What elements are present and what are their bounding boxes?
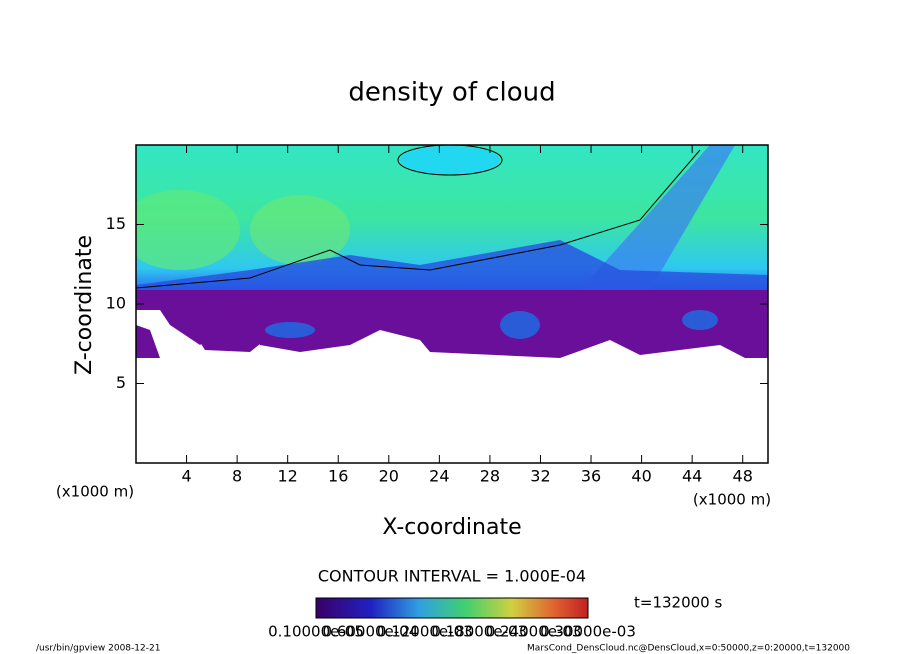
x-tick-label: 32 bbox=[530, 467, 550, 486]
time-label: t=132000 s bbox=[634, 594, 722, 612]
footer-left: /usr/bin/gpview 2008-12-21 bbox=[36, 644, 160, 654]
y-tick-label: 10 bbox=[106, 294, 126, 313]
colorbar-label: 0.10000e-05 bbox=[268, 623, 364, 641]
contour bbox=[397, 145, 503, 176]
contour-interval: CONTOUR INTERVAL = 1.000E-04 bbox=[318, 567, 586, 586]
footer-right: MarsCond_DensCloud.nc@DensCloud,x=0:5000… bbox=[527, 644, 850, 654]
field-cloud bbox=[136, 290, 768, 358]
field-patch bbox=[136, 190, 240, 270]
x-tick-label: 16 bbox=[328, 467, 348, 486]
x-tick-label: 20 bbox=[379, 467, 399, 486]
y-axis-label: Z-coordinate bbox=[72, 235, 97, 375]
y-tick-label: 5 bbox=[116, 373, 126, 392]
x-unit: (x1000 m) bbox=[693, 491, 771, 509]
x-axis-label: X-coordinate bbox=[382, 515, 521, 540]
x-tick-label: 36 bbox=[581, 467, 601, 486]
x-tick-label: 12 bbox=[278, 467, 298, 486]
field-band bbox=[136, 240, 768, 298]
colorbar-label: 0.24000e-03 bbox=[486, 623, 582, 641]
field bbox=[136, 145, 768, 358]
colorbar-label: 0.18000e-03 bbox=[431, 623, 527, 641]
x-tick-label: 24 bbox=[429, 467, 449, 486]
field-plume bbox=[580, 145, 735, 290]
colorbar-label: 0.60000e-04 bbox=[323, 623, 419, 641]
field-cloud bbox=[136, 325, 160, 358]
colorbar-label: 0.12000e-03 bbox=[377, 623, 473, 641]
x-tick-label: 48 bbox=[733, 467, 753, 486]
field-cloud bbox=[186, 318, 265, 352]
x-tick-label: 4 bbox=[181, 467, 191, 486]
contour bbox=[136, 149, 701, 289]
colorbar bbox=[315, 597, 589, 619]
y-tick-label: 15 bbox=[106, 214, 126, 233]
x-tick-label: 8 bbox=[232, 467, 242, 486]
field-patch bbox=[400, 146, 500, 174]
y-unit: (x1000 m) bbox=[56, 483, 134, 501]
field-patch bbox=[265, 322, 315, 338]
colorbar-label: 0.30000e-03 bbox=[540, 623, 636, 641]
field-patch bbox=[500, 311, 540, 339]
x-tick-label: 28 bbox=[480, 467, 500, 486]
field-patch bbox=[682, 310, 718, 330]
x-tick-label: 44 bbox=[682, 467, 702, 486]
chart-title: density of cloud bbox=[348, 78, 555, 108]
x-tick-label: 40 bbox=[631, 467, 651, 486]
field-patch bbox=[250, 195, 350, 265]
